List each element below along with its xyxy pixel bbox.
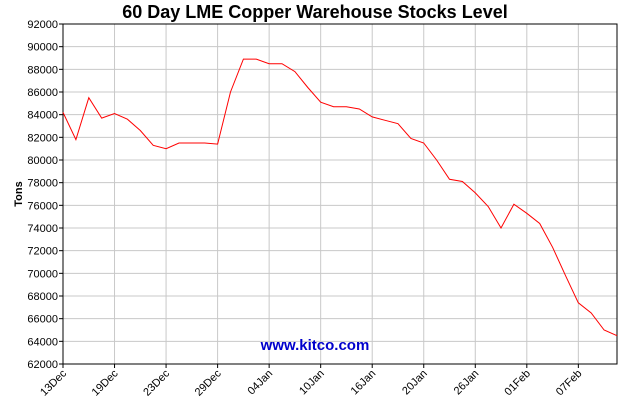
x-tick-label: 01Feb: [502, 368, 533, 399]
series-line: [62, 58, 618, 337]
y-tick-label: 76000: [27, 200, 58, 212]
x-tick-label: 07Feb: [554, 368, 585, 399]
x-tick-labels: 13Dec 19Dec 23Dec 29Dec 04Jan 10Jan 16Jan 20Jan…: [38, 367, 584, 398]
x-tick-label: 13Dec: [38, 367, 69, 398]
x-tick-label: 10Jan: [297, 368, 327, 398]
y-tick-label: 66000: [27, 314, 58, 326]
y-tick-label: 84000: [27, 110, 58, 122]
watermark: www.kitco.com: [260, 337, 370, 354]
chart-title: 60 Day LME Copper Warehouse Stocks Level: [122, 2, 507, 22]
series-line-group: [62, 58, 618, 337]
grid-lines: [59, 23, 617, 368]
y-tick-labels: 62000 64000 66000 68000 70000 72000 74000 76000…: [27, 19, 58, 371]
x-tick-label: 16Jan: [349, 368, 379, 398]
y-tick-label: 62000: [27, 359, 58, 371]
y-tick-label: 72000: [27, 246, 58, 258]
y-tick-label: 78000: [27, 178, 58, 190]
y-tick-label: 92000: [27, 19, 58, 31]
y-tick-label: 74000: [27, 223, 58, 235]
y-axis-label: Tons: [13, 181, 25, 206]
y-tick-label: 64000: [27, 336, 58, 348]
y-tick-label: 88000: [27, 64, 58, 76]
y-tick-label: 68000: [27, 291, 58, 303]
y-tick-label: 70000: [27, 268, 58, 280]
y-tick-label: 90000: [27, 42, 58, 54]
y-tick-label: 86000: [27, 87, 58, 99]
y-tick-label: 82000: [27, 132, 58, 144]
plot-area: [62, 23, 618, 365]
x-tick-label: 20Jan: [400, 368, 430, 398]
y-tick-label: 80000: [27, 155, 58, 167]
x-tick-label: 29Dec: [193, 367, 224, 398]
x-tick-label: 04Jan: [246, 368, 276, 398]
x-tick-label: 23Dec: [141, 367, 172, 398]
x-tick-label: 19Dec: [90, 367, 121, 398]
x-tick-label: 26Jan: [452, 368, 482, 398]
